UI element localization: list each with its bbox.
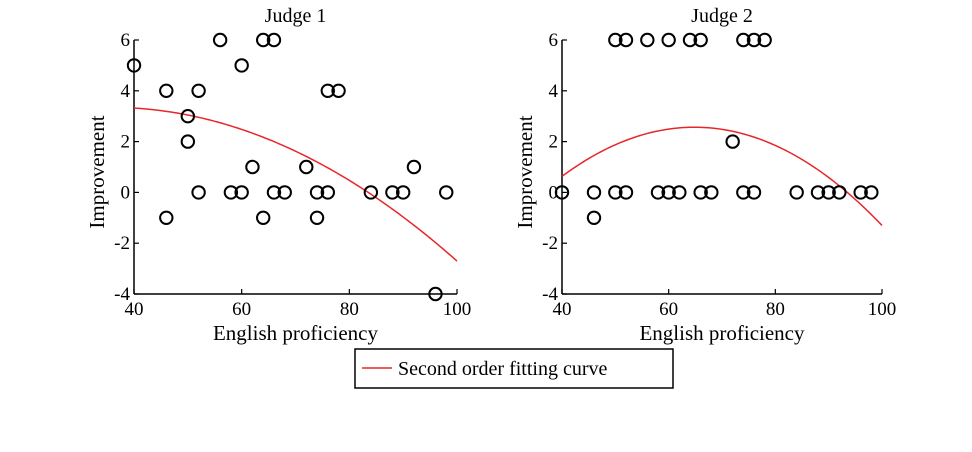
judge-2-data-point [650, 185, 666, 200]
judge-2-y-tick-label: 2 [549, 132, 559, 153]
judge-2-y-tick-label: 6 [549, 30, 559, 51]
judge-1-data-point [223, 185, 239, 200]
judge-2-y-axis-label: Improvement [513, 115, 537, 228]
judge-1-data-point [191, 83, 206, 99]
judge-2-data-point [746, 32, 762, 48]
judge-1-data-point [428, 286, 443, 302]
judge-1-y-tick-label: -4 [114, 284, 130, 305]
judge-2-data-point [736, 32, 751, 48]
judge-2-data-point [672, 185, 687, 200]
judge-2-fit-curve [561, 126, 883, 226]
judge-1-y-axis-label: Improvement [85, 115, 109, 228]
judge-1-data-point [309, 185, 325, 200]
judge-1-y-tick-label: 4 [121, 81, 131, 102]
judge-1-data-point [266, 32, 282, 48]
judge-1-data-point [320, 83, 335, 99]
judge-1-data-point [234, 185, 249, 200]
legend: Second order fitting curve [354, 348, 674, 389]
judge-2-data-point [821, 185, 836, 200]
judge-2-x-tick-label: 100 [868, 299, 897, 320]
judge-2-data-point [661, 185, 676, 200]
judge-2-x-tick-label: 40 [553, 299, 572, 320]
judge-1-x-tick-label: 40 [125, 299, 144, 320]
judge-1-y-tick-label: -2 [114, 233, 130, 254]
judge-2-data-point [608, 32, 623, 48]
judge-1-data-point [266, 185, 282, 200]
legend-label: Second order fitting curve [398, 358, 607, 380]
judge-1-y-tick-label: 2 [121, 132, 131, 153]
judge-1-data-point [320, 185, 335, 200]
judge-2-data-point [864, 185, 879, 200]
judge-1-x-tick-label: 60 [232, 299, 251, 320]
judge-1-x-tick-label: 100 [443, 299, 472, 320]
judge-2-x-axis-label: English proficiency [639, 321, 805, 345]
judge-2-data-point [618, 32, 634, 48]
judge-1-title: Judge 1 [265, 5, 327, 27]
judge-2-data-point [586, 185, 602, 200]
judge-2-data-point [554, 185, 570, 200]
judge-1-y-tick-label: 6 [121, 30, 131, 51]
judge-1-y-tick-label: 0 [121, 182, 131, 203]
judge-1-data-point [331, 83, 346, 99]
judge-1-data-point [234, 58, 249, 73]
judge-2-data-point [853, 185, 868, 200]
judge-1-data-point [159, 83, 174, 99]
judge-2-data-point [810, 185, 826, 200]
judge-2-data-point [789, 185, 804, 200]
judge-2-y-tick-label: 4 [549, 81, 559, 102]
judge-2-data-point [757, 32, 772, 48]
judge-1-data-point [191, 185, 206, 200]
judge-1-data-point [212, 32, 228, 48]
judge-1-data-point [180, 134, 196, 149]
judge-1-data-point [245, 159, 260, 175]
judge-1-data-point [256, 210, 271, 226]
judge-1-data-point [256, 32, 271, 48]
judge-1-data-point [406, 159, 422, 175]
judge-2-data-point [693, 32, 708, 48]
judge-1-data-point [439, 185, 454, 200]
judge-1-data-point [277, 185, 292, 200]
judge-1-x-tick-label: 80 [340, 299, 359, 320]
judge-2-title: Judge 2 [691, 5, 753, 27]
judge-2-data-point [608, 185, 623, 200]
judge-2-y-tick-label: 0 [549, 182, 559, 203]
judge-2-data-point [746, 185, 762, 200]
judge-2-data-point [682, 32, 698, 48]
judge-2-y-tick-label: -2 [542, 233, 558, 254]
judge-2-data-point [725, 134, 740, 149]
judge-1-data-point [159, 210, 174, 226]
judge-2-x-tick-label: 60 [659, 299, 678, 320]
judge-2-data-point [736, 185, 751, 200]
judge-2-scatter-panel: -4 -2 0 2 4 6 40 60 80 100 Judge 2 English proficie… [513, 5, 896, 345]
judge-2-data-point [618, 185, 634, 200]
legend-box [354, 348, 674, 389]
judge-2-y-tick-label: -4 [542, 284, 558, 305]
judge-2-data-point [586, 210, 602, 226]
judge-1-data-point [363, 185, 379, 200]
judge-1-data-point [385, 185, 400, 200]
judge-2-data-point [661, 32, 676, 48]
judge-1-data-point [126, 58, 142, 73]
judge-2-data-point [640, 32, 655, 48]
judge-1-data-point [395, 185, 411, 200]
judge-1-x-axis-label: English proficiency [213, 321, 379, 345]
judge-2-x-tick-label: 80 [766, 299, 785, 320]
judge-1-data-point [180, 109, 196, 124]
judge-2-data-point [693, 185, 708, 200]
judge-1-scatter-panel: -4 -2 0 2 4 6 40 60 80 100 Judge 1 English proficie… [85, 5, 471, 345]
judge-1-fit-curve [133, 107, 458, 262]
judge-1-data-point [309, 210, 325, 226]
judge-2-data-point [704, 185, 719, 200]
judge-1-data-point [299, 159, 314, 175]
judge-2-data-point [832, 185, 847, 200]
